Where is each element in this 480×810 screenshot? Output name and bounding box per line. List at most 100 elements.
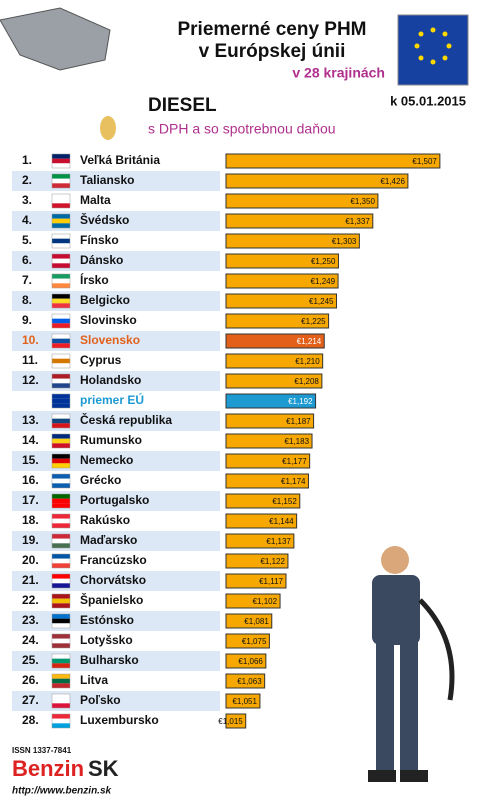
rank: 1.: [22, 153, 32, 167]
country-label: priemer EÚ: [80, 392, 144, 407]
flag-stripe: [52, 723, 70, 728]
flag-stripe: [52, 334, 70, 339]
flag-border: [51, 233, 71, 249]
country-label: Lotyšsko: [80, 633, 133, 647]
flag-stripe: [52, 243, 70, 248]
flag-stripe: [52, 158, 70, 164]
value-label: €1,214: [297, 337, 322, 346]
flag-border: [51, 693, 71, 709]
flag-stripe: [52, 474, 70, 479]
country-label: Švédsko: [80, 212, 129, 227]
flag-stripe: [52, 423, 70, 428]
bar: [225, 313, 330, 329]
bar: [225, 693, 261, 709]
flag-stripe: [52, 614, 70, 619]
bar: [225, 173, 409, 189]
country-label: Bulharsko: [80, 653, 139, 667]
flag-stripe: [52, 638, 70, 644]
country-label: Francúzsko: [80, 553, 147, 567]
chart-title: v Európskej únii: [199, 41, 346, 62]
flag-stripe: [52, 354, 70, 359]
flag-stripe: [52, 298, 70, 304]
flag-stripe: [52, 603, 70, 608]
flag-stripe: [52, 263, 70, 268]
bar: [225, 293, 337, 309]
flag-stripe: [52, 174, 70, 179]
bar: [225, 433, 313, 449]
country-label: Malta: [80, 193, 111, 207]
country-label: Cyprus: [80, 353, 122, 367]
flag-stripe: [52, 683, 70, 688]
flag-border: [51, 433, 71, 449]
country-label: Chorvátsko: [80, 573, 146, 587]
flag-stripe: [52, 478, 70, 484]
flag-stripe: [52, 514, 70, 519]
flag-border: [51, 373, 71, 389]
issn: ISSN 1337-7841: [12, 746, 72, 755]
fuel-drop: [100, 116, 116, 140]
rank: 12.: [22, 373, 39, 387]
flag-stripe: [52, 374, 70, 379]
country-label: Nemecko: [80, 453, 133, 467]
rank: 5.: [22, 233, 32, 247]
flag-stripe: [52, 454, 70, 459]
value-label: €1,225: [301, 317, 326, 326]
value-label: €1,102: [253, 597, 278, 606]
country-label: Rakúsko: [80, 513, 130, 527]
rank: 27.: [22, 693, 39, 707]
flag-border: [51, 673, 71, 689]
bar: [225, 333, 325, 349]
value-label: €1,350: [350, 197, 375, 206]
rank: 2.: [22, 173, 32, 187]
flag-border: [51, 713, 71, 729]
value-label: €1,081: [244, 617, 269, 626]
bar: [225, 473, 309, 489]
flag-stripe: [52, 338, 70, 344]
value-label: €1,187: [286, 417, 311, 426]
rank: 7.: [22, 273, 32, 287]
flag-stripe: [52, 258, 70, 264]
bar: [225, 213, 374, 229]
value-label: €1,210: [295, 357, 320, 366]
flag-stripe: [52, 223, 70, 228]
flag-stripe: [52, 698, 70, 704]
flag-border: [51, 253, 71, 269]
flag-stripe: [52, 203, 70, 208]
bar: [225, 273, 339, 289]
flag-border: [51, 473, 71, 489]
note: s DPH a so spotrebnou daňou: [148, 121, 336, 137]
country-label: Estónsko: [80, 613, 134, 627]
flag-stripe: [52, 663, 70, 668]
bar: [225, 233, 360, 249]
flag-stripe: [52, 198, 70, 204]
flag-stripe: [52, 678, 70, 684]
flag-stripe: [52, 703, 70, 708]
flag-stripe: [52, 294, 70, 299]
flag-stripe: [52, 163, 70, 168]
flag-border: [51, 453, 71, 469]
flag-border: [51, 213, 71, 229]
flag-stripe: [52, 598, 70, 604]
flag-stripe: [52, 643, 70, 648]
flag-stripe: [52, 503, 70, 508]
flag-stripe: [52, 283, 70, 288]
country-label: Taliansko: [80, 173, 134, 187]
rank: 3.: [22, 193, 32, 207]
rank: 9.: [22, 313, 32, 327]
flag-stripe: [52, 434, 70, 439]
flag-border: [51, 153, 71, 169]
value-label: €1,177: [282, 457, 307, 466]
worker-illustration: [368, 546, 455, 782]
flag-border: [51, 173, 71, 189]
bar: [225, 673, 266, 689]
flag-stripe: [52, 183, 70, 188]
flag-border: [51, 533, 71, 549]
flag-border: [51, 553, 71, 569]
flag-stripe: [52, 218, 70, 224]
flag-stripe: [52, 278, 70, 284]
flag-stripe: [52, 238, 70, 244]
flag-stripe: [52, 414, 70, 419]
brand-suffix: SK: [88, 756, 119, 781]
country-label: Litva: [80, 673, 108, 687]
country-label: Grécko: [80, 473, 121, 487]
